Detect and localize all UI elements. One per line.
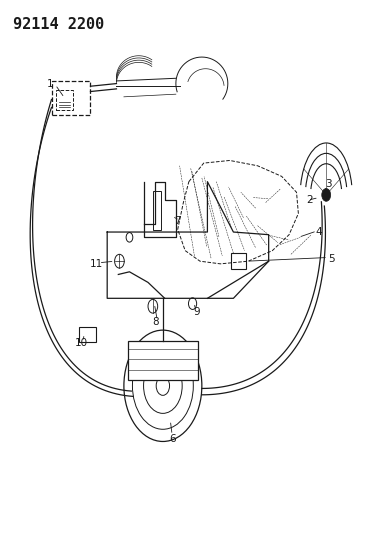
Text: 11: 11 bbox=[89, 259, 103, 269]
Text: 2: 2 bbox=[306, 195, 313, 205]
Bar bbox=[52, 81, 91, 115]
Text: 6: 6 bbox=[169, 434, 175, 444]
Text: 9: 9 bbox=[193, 306, 200, 317]
Text: 5: 5 bbox=[328, 254, 335, 263]
Text: 3: 3 bbox=[325, 179, 331, 189]
Text: 4: 4 bbox=[316, 227, 322, 237]
Bar bbox=[128, 341, 198, 381]
FancyBboxPatch shape bbox=[231, 253, 246, 269]
Text: 8: 8 bbox=[152, 317, 159, 327]
FancyBboxPatch shape bbox=[79, 327, 96, 342]
Text: 10: 10 bbox=[75, 338, 88, 349]
Circle shape bbox=[322, 189, 331, 201]
Text: 1: 1 bbox=[46, 78, 53, 88]
Bar bbox=[56, 90, 73, 110]
Text: 7: 7 bbox=[174, 216, 181, 227]
Bar bbox=[153, 191, 161, 230]
Text: 92114 2200: 92114 2200 bbox=[12, 17, 104, 33]
